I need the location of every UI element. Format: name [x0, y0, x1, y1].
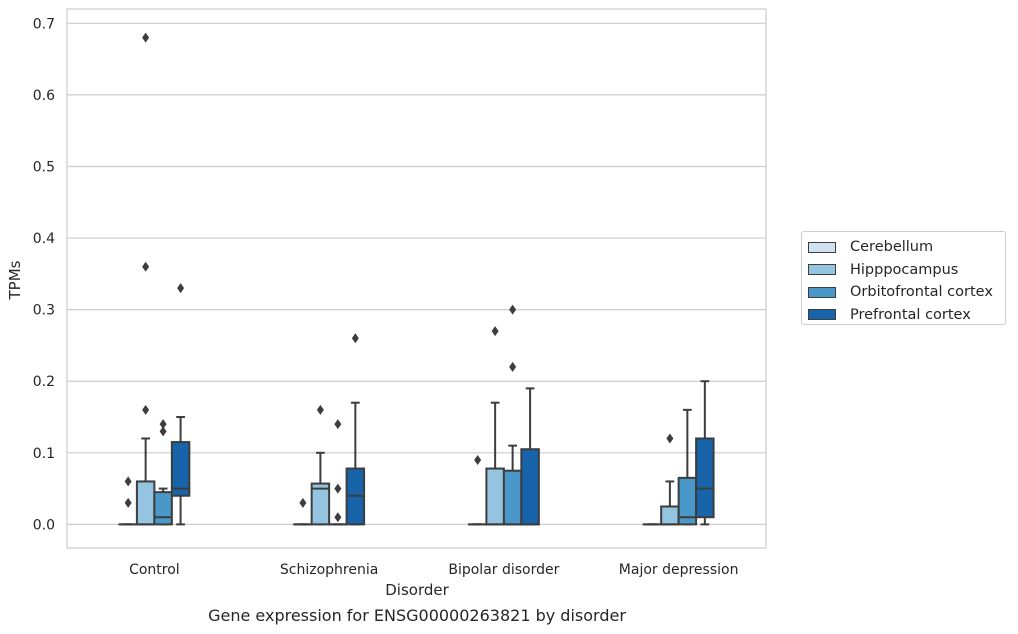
outlier-point [334, 512, 342, 523]
box-iqr [170, 441, 191, 497]
outlier-point [491, 326, 499, 337]
legend-item: Hipppocampus [808, 259, 1005, 282]
y-tick-label: 0.7 [33, 16, 55, 32]
box-iqr [695, 437, 715, 519]
box-plot [485, 326, 505, 526]
legend-swatch [808, 309, 836, 321]
box-iqr [660, 505, 680, 526]
series-prefrontal-cortex [170, 283, 715, 526]
legend-item: Orbitofrontal cortex [808, 281, 1005, 304]
outlier-point [177, 283, 185, 294]
box-iqr [135, 480, 156, 526]
box-iqr [153, 491, 173, 526]
series-orbitofrontal-cortex [153, 304, 698, 526]
x-axis-title: Disorder [385, 581, 449, 599]
legend-swatch [808, 264, 836, 276]
x-tick-label: Control [129, 562, 180, 578]
outlier-point [159, 419, 167, 430]
y-tick-labels: 0.0 0.1 0.2 0.3 0.4 0.5 0.6 0.7 [33, 16, 55, 533]
box-plot [467, 454, 488, 526]
outlier-point [334, 483, 342, 494]
series-hipppocampus [135, 32, 680, 526]
legend-label: Cerebellum [850, 239, 934, 256]
legend-label: Orbitofrontal cortex [850, 284, 993, 301]
outlier-point [124, 497, 132, 508]
y-tick-label: 0.0 [33, 517, 55, 533]
outlier-point [299, 497, 307, 508]
box-iqr [485, 467, 505, 526]
y-tick-label: 0.3 [33, 303, 55, 319]
box-plot [135, 32, 156, 526]
box-plot-series [118, 32, 715, 526]
outlier-point [474, 454, 482, 465]
outlier-point [666, 433, 674, 444]
box-plot [293, 497, 313, 526]
y-tick-label: 0.1 [33, 446, 55, 462]
box-iqr [520, 448, 540, 526]
box-plot [345, 333, 366, 526]
x-tick-label: Major depression [619, 562, 739, 578]
y-axis-title: TPMs [6, 260, 24, 300]
x-tick-label: Schizophrenia [280, 562, 378, 578]
y-tick-label: 0.4 [33, 231, 55, 247]
legend-label: Prefrontal cortex [850, 306, 971, 323]
plot-frame [66, 8, 767, 549]
x-tick-label: Bipolar disorder [448, 562, 559, 578]
outlier-point [142, 261, 150, 272]
y-tick-label: 0.5 [33, 159, 55, 175]
box-plot [695, 380, 715, 526]
outlier-point [509, 304, 517, 315]
box-plot [328, 419, 348, 526]
series-cerebellum [118, 454, 663, 526]
box-iqr [502, 469, 523, 526]
box-plot [660, 433, 680, 526]
y-tick-label: 0.2 [33, 374, 55, 390]
box-plot [118, 476, 138, 526]
box-iqr [310, 482, 331, 526]
legend: Cerebellum Hipppocampus Orbitofrontal cort… [801, 231, 1006, 325]
box-plot [310, 404, 331, 526]
legend-item: Cerebellum [808, 236, 1005, 259]
box-plot [170, 283, 191, 526]
legend-label: Hipppocampus [850, 261, 959, 278]
legend-swatch [808, 286, 836, 298]
legend-item: Prefrontal cortex [808, 304, 1005, 327]
x-tick-labels: Control Schizophrenia Bipolar disorder Majo… [129, 562, 738, 578]
box-plot [502, 304, 523, 526]
outlier-point [334, 419, 342, 430]
outlier-point [351, 333, 359, 344]
box-plot [153, 419, 173, 526]
outlier-point [159, 426, 167, 437]
outlier-point [316, 404, 324, 415]
outlier-point [124, 476, 132, 487]
box-plot [677, 408, 698, 526]
chart-caption: Gene expression for ENSG00000263821 by d… [208, 606, 626, 625]
y-tick-label: 0.6 [33, 88, 55, 104]
outlier-point [509, 361, 517, 372]
outlier-point [142, 32, 150, 43]
outlier-point [142, 404, 150, 415]
box-plot [520, 387, 540, 526]
legend-swatch [808, 241, 836, 253]
